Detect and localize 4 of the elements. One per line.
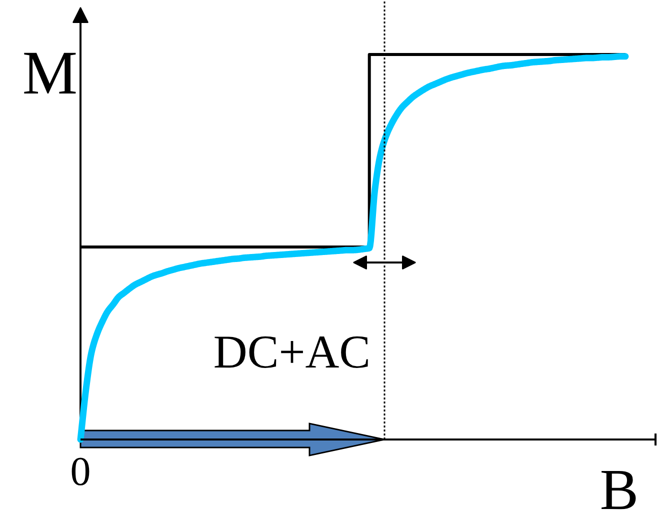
text: DC+AC <box>213 326 371 378</box>
x-axis-title: B <box>600 457 638 514</box>
text: 0 <box>70 448 91 494</box>
y-axis-title: M <box>22 40 78 108</box>
